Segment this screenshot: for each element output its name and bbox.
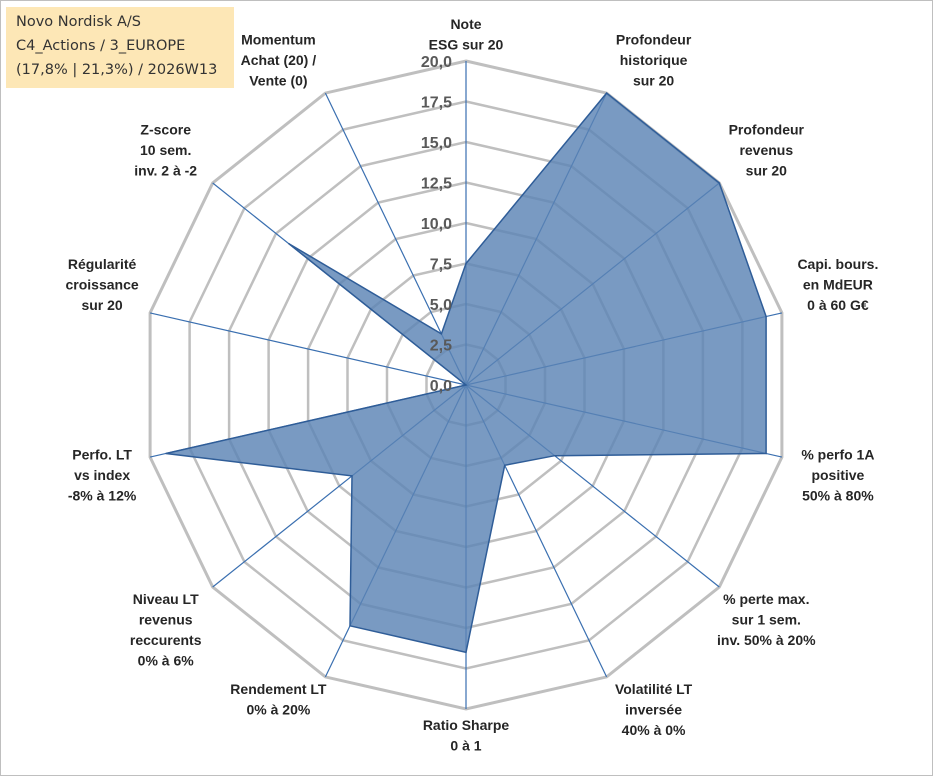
axis-label: Ratio Sharpe 0 à 1 <box>423 717 510 754</box>
data-point <box>606 92 608 94</box>
axis-label: Z-score 10 sem. inv. 2 à -2 <box>134 122 197 179</box>
axis-label: % perfo 1A positive 50% à 80% <box>801 446 874 503</box>
axis-label: Momentum Achat (20) / Vente (0) <box>241 32 317 89</box>
data-point <box>288 243 290 245</box>
tick-label: 2,5 <box>430 338 452 355</box>
tick-label: 12,5 <box>421 176 452 193</box>
axis-labels: Note ESG sur 20 Profondeur historique sur 20… <box>66 16 879 754</box>
radar-series <box>165 92 767 654</box>
info-box: Novo Nordisk A/S C4_Actions / 3_EUROPE (… <box>6 7 234 88</box>
data-point <box>504 464 506 466</box>
data-point <box>765 452 767 455</box>
portfolio-category: C4_Actions / 3_EUROPE <box>16 38 186 54</box>
axis-label: Capi. bours. en MdEUR 0 à 60 G€ <box>797 256 878 313</box>
tick-label: 15,0 <box>421 135 452 152</box>
company-name: Novo Nordisk A/S <box>16 14 142 30</box>
axis-label: Profondeur revenus sur 20 <box>729 122 805 179</box>
data-point <box>765 315 767 318</box>
data-point <box>165 452 167 455</box>
tick-label: 17,5 <box>421 95 452 112</box>
tick-label: 0,0 <box>430 378 452 395</box>
data-point <box>349 625 351 627</box>
axis-label: Volatilité LT inversée 40% à 0% <box>615 681 693 738</box>
stats-and-week: (17,8% | 21,3%) / 2026W13 <box>16 62 218 78</box>
axis-label: Rendement LT 0% à 20% <box>230 681 327 718</box>
axis-label: Niveau LT revenus reccurents 0% à 6% <box>130 591 202 669</box>
data-point <box>351 475 353 477</box>
axis-label: Note ESG sur 20 <box>429 16 504 53</box>
axis-label: Régularité croissance sur 20 <box>66 256 139 313</box>
tick-label: 5,0 <box>430 297 452 314</box>
tick-label: 7,5 <box>430 257 452 274</box>
axis-label: Perfo. LT vs index -8% à 12% <box>68 446 137 503</box>
tick-label: 10,0 <box>421 216 452 233</box>
tick-label: 20,0 <box>421 54 452 71</box>
radial-tick-labels: 0,0 2,5 5,0 7,5 10,0 12,5 15,0 17,5 20,0 <box>421 54 452 395</box>
axis-label: Profondeur historique sur 20 <box>616 32 692 89</box>
axis-spoke <box>149 312 467 386</box>
data-point <box>465 262 467 265</box>
data-point <box>554 455 556 457</box>
data-point <box>440 333 442 335</box>
data-point <box>465 651 467 653</box>
data-point <box>718 182 720 184</box>
data-point <box>465 384 467 386</box>
axis-label: % perte max. sur 1 sem. inv. 50% à 20% <box>717 591 816 648</box>
